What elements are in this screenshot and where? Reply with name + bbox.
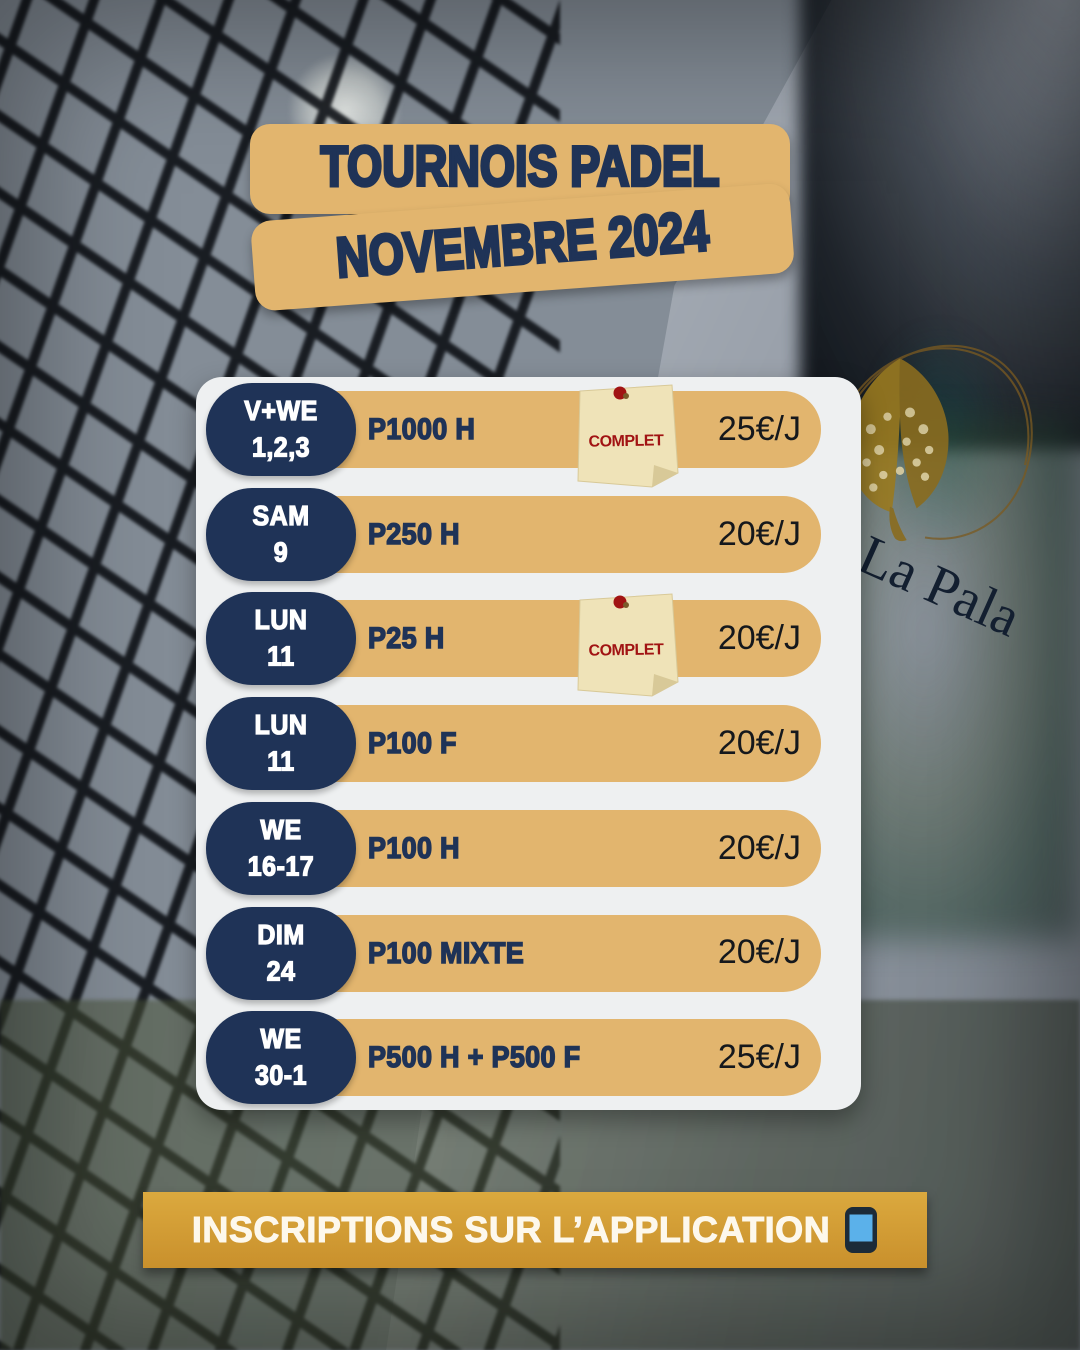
svg-text:COMPLET: COMPLET xyxy=(588,432,664,450)
svg-text:COMPLET: COMPLET xyxy=(588,642,664,660)
